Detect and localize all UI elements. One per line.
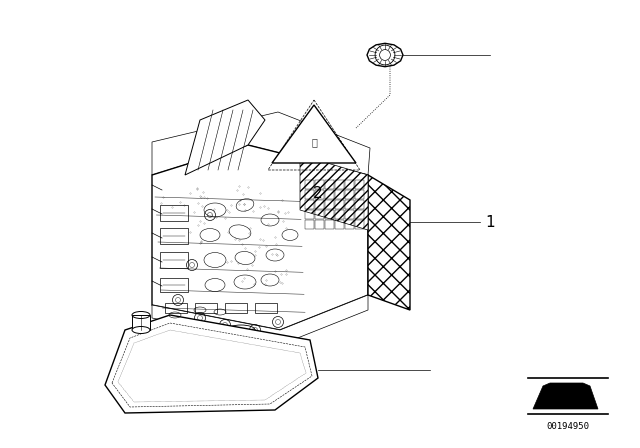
Bar [355, 180, 364, 189]
Bar [160, 228, 188, 244]
Bar [325, 220, 334, 229]
Polygon shape [132, 315, 150, 330]
Bar [335, 200, 344, 209]
Bar [345, 220, 354, 229]
Bar [160, 278, 188, 292]
Polygon shape [300, 155, 368, 230]
Polygon shape [152, 112, 370, 175]
Bar [335, 190, 344, 199]
Bar [305, 190, 314, 199]
Bar [255, 303, 277, 313]
Bar [325, 190, 334, 199]
Polygon shape [225, 330, 258, 355]
Bar [315, 220, 324, 229]
Polygon shape [368, 175, 410, 310]
Bar [160, 205, 188, 221]
Text: 00194950: 00194950 [547, 422, 589, 431]
Bar [335, 180, 344, 189]
Bar [345, 200, 354, 209]
Bar [305, 200, 314, 209]
Text: 1: 1 [485, 215, 495, 229]
Polygon shape [152, 145, 368, 330]
Bar [315, 200, 324, 209]
Text: 2: 2 [313, 185, 323, 201]
Bar [325, 200, 334, 209]
Text: ぶ: ぶ [311, 137, 317, 147]
Bar [195, 303, 217, 313]
Bar [315, 210, 324, 219]
Bar [315, 190, 324, 199]
Bar [225, 303, 247, 313]
Bar [305, 180, 314, 189]
Bar [345, 190, 354, 199]
Polygon shape [272, 105, 356, 163]
Bar [325, 180, 334, 189]
Bar [335, 210, 344, 219]
Ellipse shape [132, 327, 150, 333]
Polygon shape [105, 315, 318, 413]
Polygon shape [152, 295, 368, 345]
Bar [345, 180, 354, 189]
Polygon shape [367, 43, 403, 67]
Bar [355, 200, 364, 209]
Bar [345, 210, 354, 219]
Bar [335, 220, 344, 229]
Bar [355, 210, 364, 219]
Polygon shape [533, 383, 598, 409]
Bar [315, 180, 324, 189]
Polygon shape [185, 100, 265, 175]
Bar [325, 210, 334, 219]
Bar [305, 220, 314, 229]
Bar [305, 210, 314, 219]
Bar [160, 252, 188, 268]
Bar [165, 303, 187, 313]
Bar [355, 190, 364, 199]
Bar [355, 220, 364, 229]
